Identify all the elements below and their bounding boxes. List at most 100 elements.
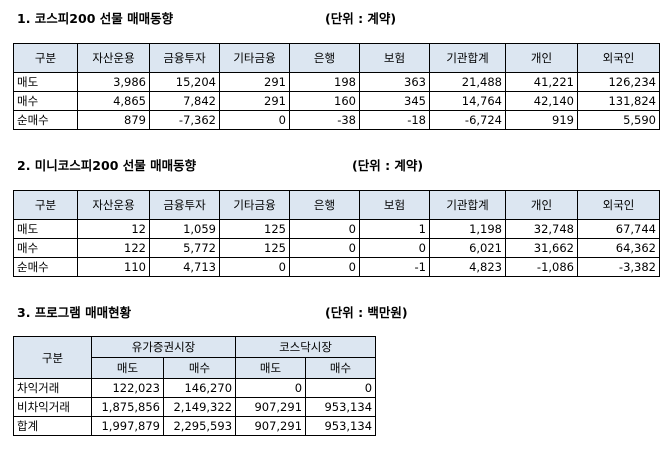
- table-cell: 12: [77, 219, 150, 239]
- table-cell: 1: [359, 219, 430, 239]
- header-cell: 개인: [505, 190, 578, 220]
- table-cell: 122,023: [91, 378, 164, 398]
- table-cell: 31,662: [505, 238, 578, 258]
- header-cell: 구분: [13, 190, 78, 220]
- table-cell: 345: [359, 91, 430, 111]
- header-cell: 매도: [91, 357, 164, 379]
- row-label: 차익거래: [13, 378, 92, 398]
- table-row: 매수 4,865 7,842 291 160 345 14,764 42,140…: [13, 91, 660, 111]
- header-cell: 개인: [505, 43, 578, 73]
- header-group-securities: 유가증권시장: [90, 336, 237, 358]
- table-cell: 0: [359, 238, 430, 258]
- table-cell: 21,488: [429, 72, 506, 92]
- table-row: 합계 1,997,879 2,295,593 907,291 953,134: [13, 416, 377, 436]
- table-cell: 32,748: [505, 219, 578, 239]
- section3-unit: (단위 : 백만원): [325, 305, 408, 320]
- section1-title: 1. 코스피200 선물 매매동향: [17, 11, 174, 26]
- table-cell: 5,772: [149, 238, 220, 258]
- row-label: 합계: [13, 416, 92, 436]
- header-cell: 자산운용: [77, 190, 150, 220]
- table-cell: 7,842: [149, 91, 220, 111]
- row-label: 순매수: [13, 257, 78, 277]
- table-cell: 2,295,593: [162, 416, 237, 436]
- table-row: 매수 122 5,772 125 0 0 6,021 31,662 64,362: [13, 238, 660, 258]
- table-cell: 363: [359, 72, 430, 92]
- table-cell: 122: [77, 238, 150, 258]
- table-cell: 41,221: [505, 72, 578, 92]
- table-cell: 6,021: [429, 238, 506, 258]
- table-cell: 4,713: [149, 257, 220, 277]
- table-row: 매도 3,986 15,204 291 198 363 21,488 41,22…: [13, 72, 660, 92]
- table-cell: 0: [219, 110, 290, 130]
- table-cell: 291: [219, 72, 290, 92]
- header-cell: 구분: [13, 43, 78, 73]
- header-cell: 기타금융: [219, 190, 290, 220]
- header-cell: 매수: [162, 357, 237, 379]
- table-cell: 0: [289, 257, 360, 277]
- table-cell: 5,590: [577, 110, 660, 130]
- row-label: 매수: [13, 238, 78, 258]
- table-row: 비차익거래 1,875,856 2,149,322 907,291 953,13…: [13, 397, 377, 417]
- row-label: 순매수: [13, 110, 78, 130]
- table-cell: 953,134: [305, 397, 377, 417]
- table-cell: -7,362: [149, 110, 220, 130]
- row-label: 매수: [13, 91, 78, 111]
- table-cell: 4,865: [77, 91, 150, 111]
- table-cell: 14,764: [429, 91, 506, 111]
- table-cell: 907,291: [235, 416, 307, 436]
- table-cell: 110: [77, 257, 150, 277]
- header-cell: 자산운용: [77, 43, 150, 73]
- table-row: 순매수 110 4,713 0 0 -1 4,823 -1,086 -3,382: [13, 257, 660, 277]
- table-cell: 64,362: [577, 238, 660, 258]
- table-cell: 4,823: [429, 257, 506, 277]
- table-cell: 15,204: [149, 72, 220, 92]
- table-cell: 125: [219, 238, 290, 258]
- futures-table-mini-kospi200: 구분 자산운용 금융투자 기타금융 은행 보험 기관합계 개인 외국인 매도 1…: [13, 190, 660, 277]
- table-cell: 1,997,879: [91, 416, 164, 436]
- table-cell: 0: [289, 238, 360, 258]
- table-cell: 0: [289, 219, 360, 239]
- table-cell: 0: [219, 257, 290, 277]
- header-cell: 외국인: [577, 43, 660, 73]
- header-cell: 보험: [359, 190, 430, 220]
- header-cell: 기관합계: [429, 43, 506, 73]
- table-cell: 1,059: [149, 219, 220, 239]
- table-header-row: 구분 유가증권시장 코스닥시장: [13, 336, 377, 379]
- table-cell: 0: [305, 378, 377, 398]
- table-header-row: 구분 자산운용 금융투자 기타금융 은행 보험 기관합계 개인 외국인: [13, 43, 660, 73]
- section2-title: 2. 미니코스피200 선물 매매동향: [17, 158, 197, 173]
- section3-title: 3. 프로그램 매매현황: [17, 305, 132, 320]
- section2-unit: (단위 : 계약): [352, 158, 424, 173]
- table-cell: 67,744: [577, 219, 660, 239]
- header-cell: 은행: [289, 43, 360, 73]
- header-cell: 금융투자: [149, 190, 220, 220]
- table-cell: 1,198: [429, 219, 506, 239]
- table-cell: -38: [289, 110, 360, 130]
- table-row: 매도 12 1,059 125 0 1 1,198 32,748 67,744: [13, 219, 660, 239]
- table-cell: 2,149,322: [162, 397, 237, 417]
- table-cell: -1: [359, 257, 430, 277]
- table-subheader-row: 매도 매수 매도 매수: [14, 357, 377, 379]
- table-cell: -6,724: [429, 110, 506, 130]
- header-cell: 매도: [235, 357, 307, 379]
- table-cell: 1,875,856: [91, 397, 164, 417]
- table-cell: 126,234: [577, 72, 660, 92]
- table-cell: -18: [359, 110, 430, 130]
- header-cell: 금융투자: [149, 43, 220, 73]
- table-cell: 146,270: [162, 378, 237, 398]
- header-group-kosdaq: 코스닥시장: [235, 336, 377, 358]
- header-cell: 보험: [359, 43, 430, 73]
- header-cell: 매수: [305, 357, 377, 379]
- row-label: 매도: [13, 72, 78, 92]
- row-label: 비차익거래: [13, 397, 92, 417]
- table-cell: 198: [289, 72, 360, 92]
- table-cell: 42,140: [505, 91, 578, 111]
- section1-unit: (단위 : 계약): [325, 11, 397, 26]
- table-cell: 953,134: [305, 416, 377, 436]
- table-cell: 907,291: [235, 397, 307, 417]
- table-cell: -3,382: [577, 257, 660, 277]
- table-cell: 0: [235, 378, 307, 398]
- row-label: 매도: [13, 219, 78, 239]
- table-cell: -1,086: [505, 257, 578, 277]
- header-cell: 기타금융: [219, 43, 290, 73]
